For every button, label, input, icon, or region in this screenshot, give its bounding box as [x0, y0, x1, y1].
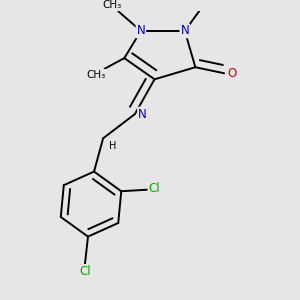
Text: N: N [180, 24, 189, 38]
Text: O: O [227, 67, 236, 80]
Text: Cl: Cl [149, 182, 160, 195]
Text: H: H [109, 141, 116, 151]
Text: CH₃: CH₃ [86, 70, 105, 80]
Text: Cl: Cl [79, 265, 91, 278]
Text: N: N [138, 108, 147, 121]
Text: CH₃: CH₃ [103, 0, 122, 10]
Text: N: N [136, 24, 145, 38]
